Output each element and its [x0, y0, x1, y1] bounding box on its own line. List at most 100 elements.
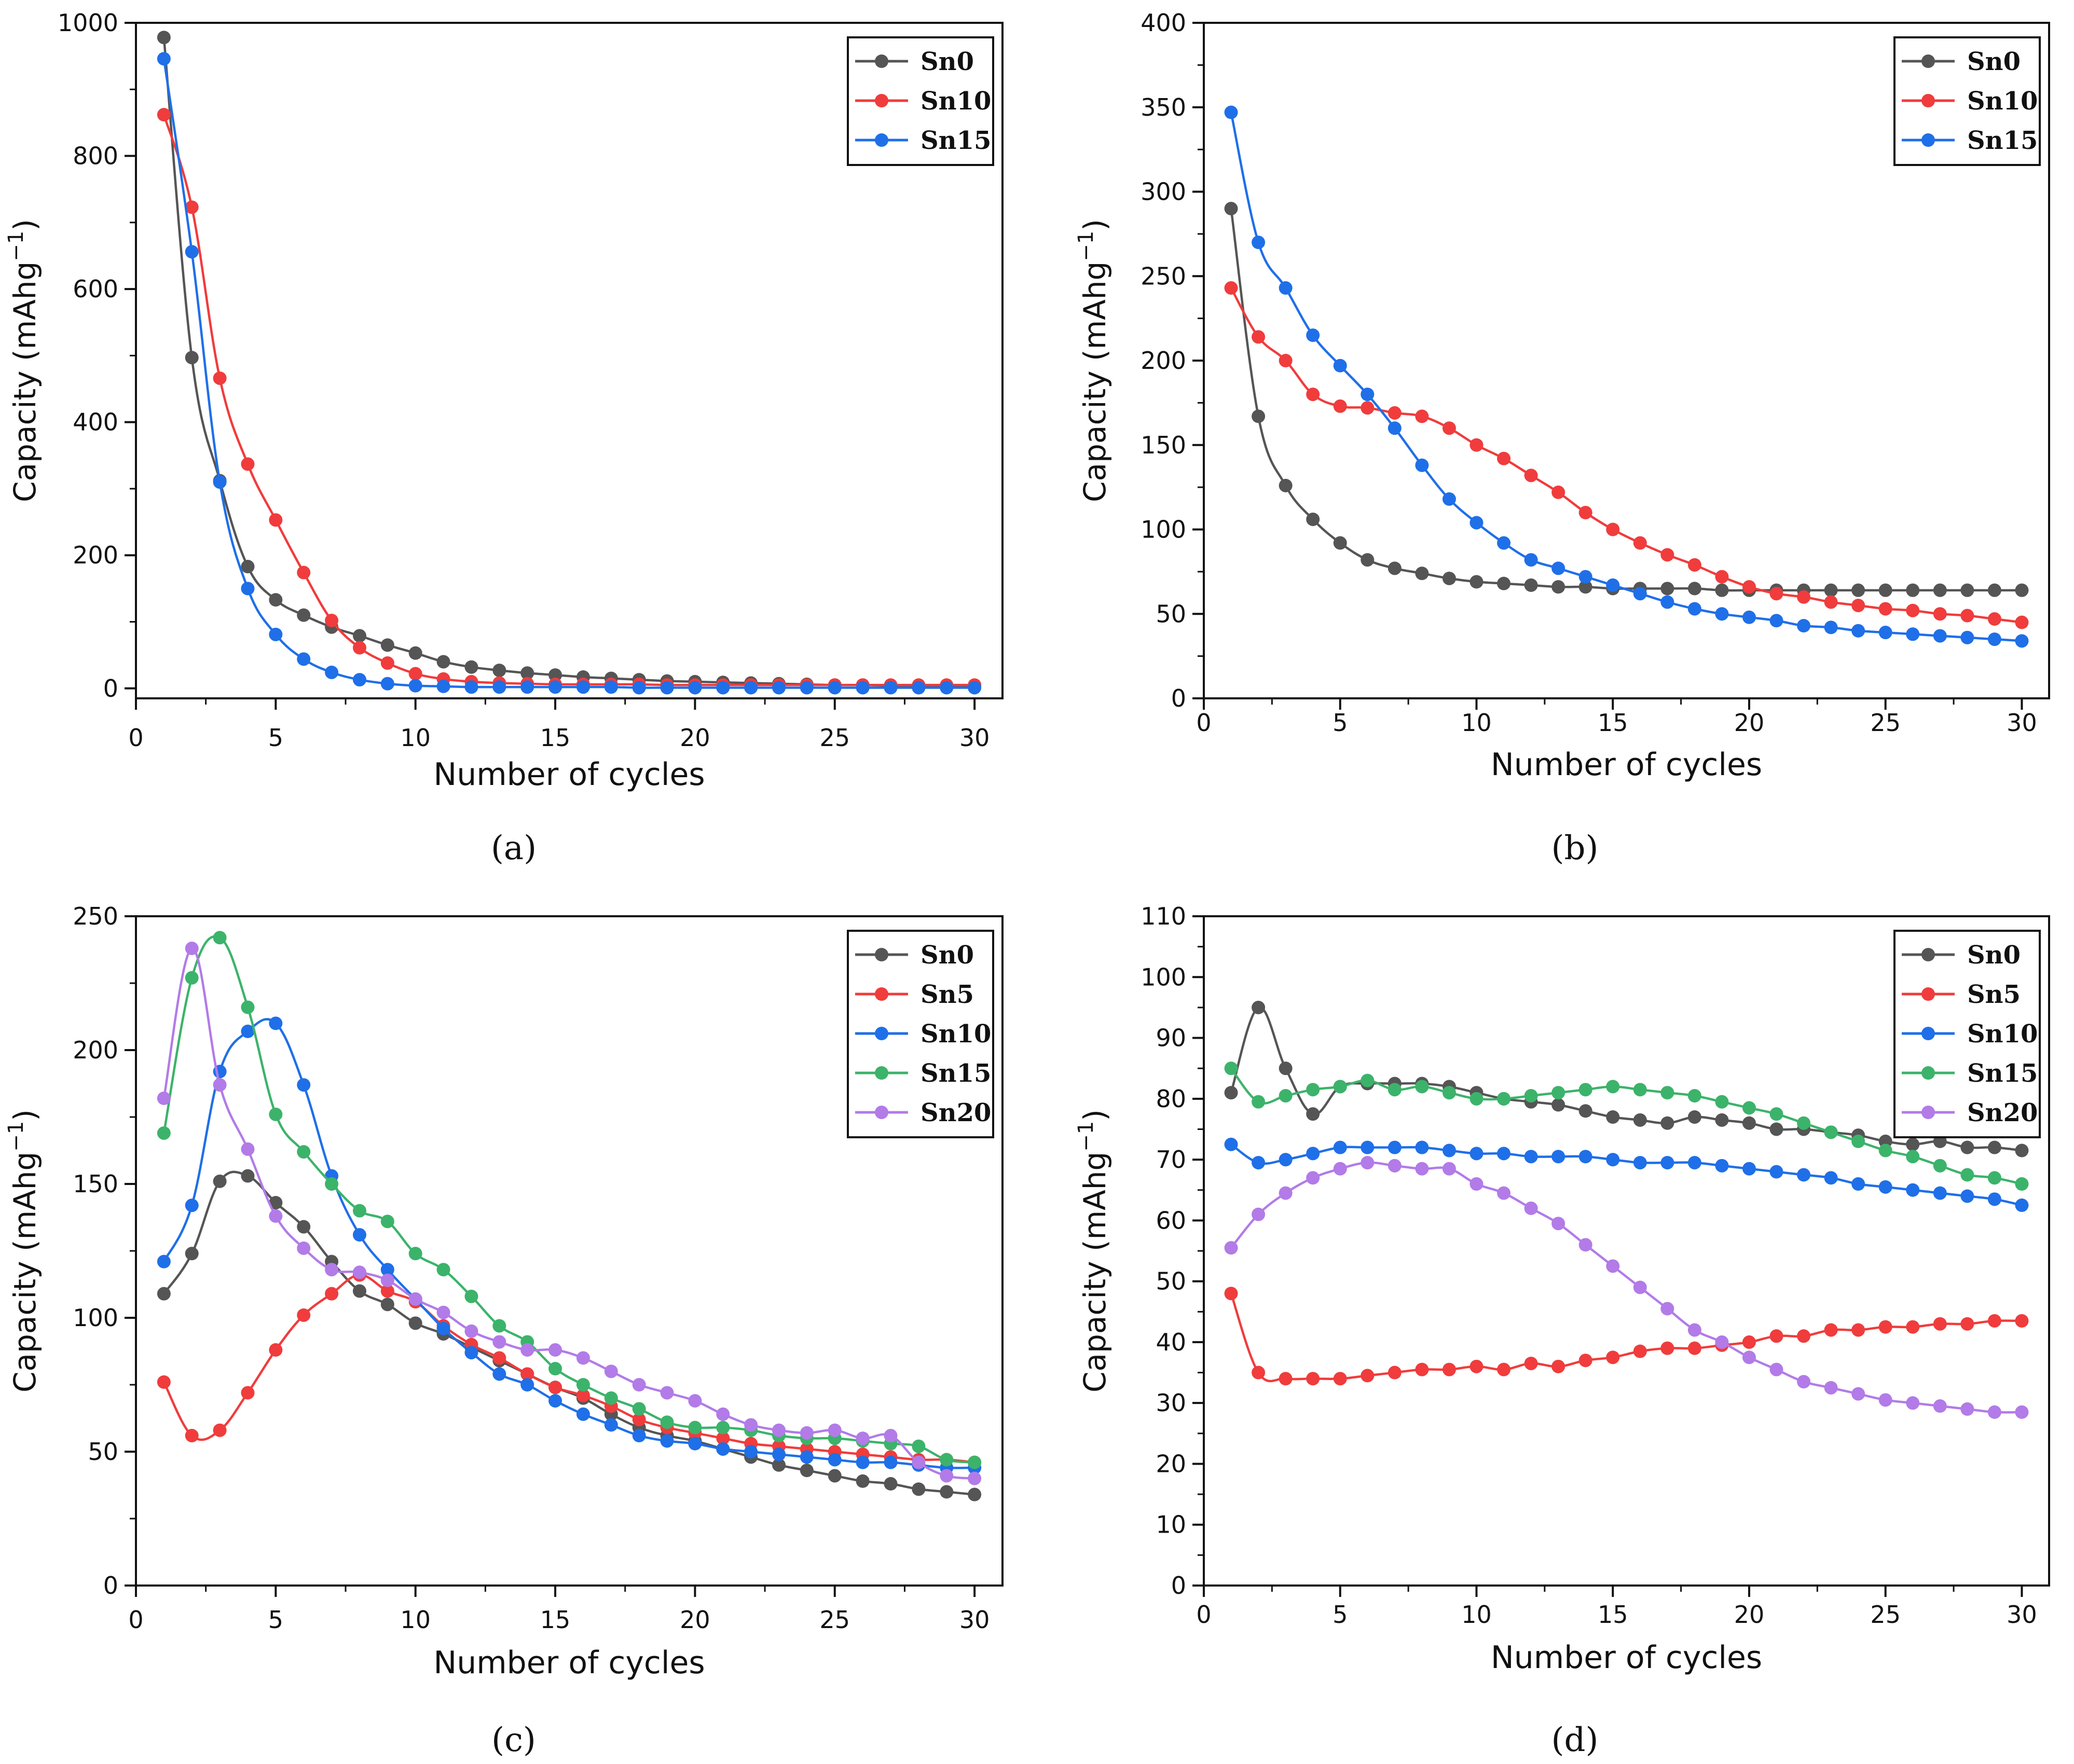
- y-tick-label: 110: [1141, 902, 1186, 930]
- data-point-Sn15: [1497, 1092, 1511, 1106]
- data-point-Sn15: [325, 1177, 339, 1191]
- data-point-Sn15: [380, 677, 394, 691]
- data-point-Sn5: [185, 1429, 199, 1443]
- data-point-Sn10: [1933, 1186, 1947, 1200]
- data-point-Sn5: [380, 1284, 394, 1298]
- data-point-Sn5: [1906, 1320, 1920, 1334]
- data-point-Sn10: [688, 1437, 702, 1451]
- data-point-Sn10: [1742, 1162, 1756, 1176]
- data-point-Sn10: [1497, 451, 1511, 465]
- data-point-Sn15: [1469, 1092, 1484, 1106]
- data-point-Sn15: [604, 680, 618, 694]
- data-point-Sn10: [576, 1407, 590, 1421]
- data-point-Sn0: [1851, 583, 1865, 597]
- chart-b: 0 5 10 15 20 25 30050100150200250300350400Numb…: [1074, 9, 2050, 867]
- data-point-Sn10: [352, 641, 366, 655]
- y-axis-label: Capacity (mAhg−1): [1074, 1109, 1112, 1393]
- y-tick-label: 150: [73, 1170, 118, 1198]
- data-point-Sn10: [1469, 1147, 1484, 1161]
- y-axis-label-close: ): [1077, 219, 1112, 231]
- data-point-Sn15: [576, 680, 590, 694]
- data-point-Sn20: [1606, 1259, 1620, 1273]
- x-tick-label: 20: [1734, 709, 1765, 737]
- data-point-Sn0: [1960, 1140, 1974, 1154]
- data-point-Sn5: [1960, 1317, 1974, 1331]
- data-point-Sn15: [297, 1145, 311, 1159]
- data-point-Sn10: [1252, 1155, 1266, 1169]
- y-axis-label-sup: −1: [1074, 231, 1098, 261]
- data-point-Sn5: [1224, 1287, 1238, 1301]
- data-point-Sn10: [884, 1455, 898, 1469]
- x-tick-label: 30: [2007, 709, 2037, 737]
- data-point-Sn5: [1769, 1329, 1783, 1343]
- legend-swatch-marker: [875, 1066, 888, 1080]
- y-axis-label-main: Capacity (mAhg: [7, 261, 43, 502]
- data-point-Sn15: [185, 245, 199, 259]
- data-point-Sn0: [269, 1196, 283, 1210]
- x-tick-label: 10: [1461, 709, 1492, 737]
- legend-swatch-marker: [875, 133, 888, 147]
- data-point-Sn20: [492, 1335, 506, 1349]
- data-point-Sn0: [1715, 1113, 1729, 1127]
- data-point-Sn10: [1333, 399, 1347, 413]
- x-tick-label: 10: [400, 724, 431, 752]
- data-point-Sn15: [968, 1455, 982, 1469]
- data-point-Sn10: [436, 1321, 450, 1335]
- data-point-Sn0: [1769, 1122, 1783, 1136]
- data-point-Sn0: [1524, 578, 1538, 592]
- data-point-Sn0: [1551, 580, 1565, 594]
- data-point-Sn20: [968, 1471, 982, 1485]
- legend-label-Sn10: Sn10: [1967, 87, 2038, 116]
- legend-swatch-marker: [1921, 133, 1935, 147]
- y-tick-label: 50: [1156, 600, 1186, 628]
- data-point-Sn20: [912, 1455, 926, 1469]
- series-group: [157, 31, 982, 695]
- data-point-Sn15: [269, 1107, 283, 1121]
- data-point-Sn0: [1361, 553, 1375, 567]
- legend-swatch-marker: [1921, 987, 1935, 1001]
- data-point-Sn5: [2015, 1314, 2029, 1328]
- data-point-Sn15: [1388, 1083, 1402, 1097]
- data-point-Sn10: [1224, 1137, 1238, 1151]
- data-point-Sn0: [912, 1482, 926, 1496]
- data-point-Sn10: [1878, 1180, 1892, 1194]
- data-point-Sn15: [744, 681, 758, 695]
- data-point-Sn0: [1878, 583, 1892, 597]
- data-point-Sn10: [1551, 485, 1565, 499]
- legend-swatch-marker: [1921, 94, 1935, 107]
- data-point-Sn10: [1442, 1143, 1456, 1157]
- data-point-Sn15: [1551, 561, 1565, 575]
- legend-label-Sn10: Sn10: [1967, 1019, 2038, 1049]
- data-point-Sn10: [464, 1346, 478, 1360]
- data-point-Sn10: [1660, 1155, 1674, 1169]
- x-axis-label: Number of cycles: [433, 1645, 705, 1681]
- data-point-Sn10: [1279, 1153, 1293, 1167]
- data-point-Sn15: [884, 681, 898, 695]
- x-tick-label: 5: [1333, 709, 1348, 737]
- data-point-Sn15: [604, 1391, 618, 1405]
- x-tick-label: 30: [959, 724, 990, 752]
- y-axis-label-main: Capacity (mAhg: [7, 1152, 43, 1393]
- data-point-Sn5: [1660, 1341, 1674, 1355]
- legend-swatch-marker: [875, 948, 888, 961]
- x-tick-label: 0: [1196, 1601, 1211, 1629]
- data-point-Sn15: [548, 1362, 562, 1376]
- data-point-Sn20: [1715, 1335, 1729, 1349]
- data-point-Sn15: [1306, 328, 1320, 342]
- data-point-Sn20: [1742, 1350, 1756, 1365]
- data-point-Sn0: [772, 1458, 786, 1472]
- data-point-Sn10: [716, 1442, 730, 1456]
- data-point-Sn10: [744, 1445, 758, 1458]
- x-tick-label: 25: [820, 1606, 850, 1634]
- data-point-Sn10: [1987, 1192, 2001, 1206]
- data-point-Sn10: [325, 613, 339, 627]
- data-point-Sn15: [1606, 1080, 1620, 1094]
- data-point-Sn15: [436, 1263, 450, 1277]
- data-point-Sn15: [856, 681, 870, 695]
- data-point-Sn10: [1415, 1140, 1429, 1154]
- legend-label-Sn0: Sn0: [1967, 47, 2021, 76]
- data-point-Sn0: [1442, 571, 1456, 585]
- data-point-Sn20: [408, 1292, 422, 1306]
- data-point-Sn20: [772, 1423, 786, 1437]
- data-point-Sn5: [157, 1375, 171, 1389]
